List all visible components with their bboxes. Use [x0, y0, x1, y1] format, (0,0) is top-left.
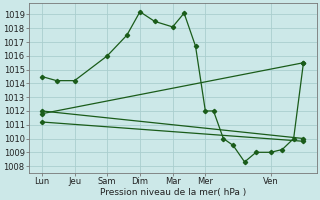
- X-axis label: Pression niveau de la mer( hPa ): Pression niveau de la mer( hPa ): [100, 188, 246, 197]
